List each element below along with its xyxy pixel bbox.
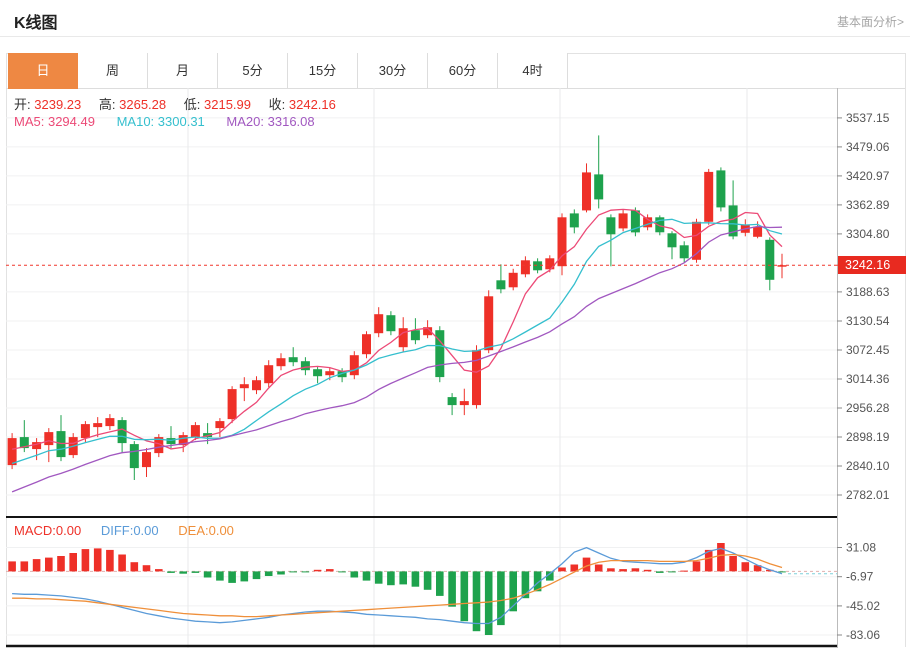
svg-text:-6.97: -6.97 xyxy=(846,570,874,584)
svg-text:3072.45: 3072.45 xyxy=(846,343,890,357)
page-title: K线图 xyxy=(14,15,58,32)
svg-text:31.08: 31.08 xyxy=(846,541,876,555)
svg-text:3130.54: 3130.54 xyxy=(846,314,890,328)
header-divider xyxy=(0,36,910,37)
close-label: 收: xyxy=(268,97,286,112)
ma20-legend: MA20: 3316.08 xyxy=(226,114,315,129)
svg-text:2956.28: 2956.28 xyxy=(846,401,890,415)
tab-60min[interactable]: 60分 xyxy=(428,53,498,88)
tab-month[interactable]: 月 xyxy=(148,53,218,88)
svg-text:2840.10: 2840.10 xyxy=(846,459,890,473)
svg-text:-83.06: -83.06 xyxy=(846,628,880,642)
tab-5min[interactable]: 5分 xyxy=(218,53,288,88)
diff-value: DIFF:0.00 xyxy=(100,523,159,538)
svg-text:3479.06: 3479.06 xyxy=(846,140,890,154)
price-chart-canvas[interactable]: 3537.15 3479.06 3420.97 3362.89 3304.80 3188.… xyxy=(6,88,906,518)
dea-value: DEA:0.00 xyxy=(178,523,234,538)
tab-day[interactable]: 日 xyxy=(8,53,78,89)
ma5-legend: MA5: 3294.49 xyxy=(14,114,95,129)
svg-text:-45.02: -45.02 xyxy=(846,599,880,613)
svg-text:2898.19: 2898.19 xyxy=(846,430,890,444)
ma-legend: MA5: 3294.49 MA10: 3300.31 MA20: 3316.08 xyxy=(14,114,315,129)
ohlc-legend: 开: 3239.23 高: 3265.28 低: 3215.99 收: 3242… xyxy=(14,94,350,113)
macd-legend: MACD:0.00 DIFF:0.00 DEA:0.00 xyxy=(14,523,234,538)
ma10-legend: MA10: 3300.31 xyxy=(116,114,205,129)
macd-chart-canvas[interactable]: 31.08 -6.97 -45.02 -83.06 xyxy=(6,518,906,648)
open-value: 3239.23 xyxy=(34,97,82,112)
high-label: 高: xyxy=(98,97,116,112)
svg-text:3304.80: 3304.80 xyxy=(846,227,890,241)
svg-text:3420.97: 3420.97 xyxy=(846,169,890,183)
macd-value: MACD:0.00 xyxy=(14,523,82,538)
svg-text:3188.63: 3188.63 xyxy=(846,285,890,299)
low-value: 3215.99 xyxy=(204,97,251,112)
svg-text:3014.36: 3014.36 xyxy=(846,372,890,386)
tab-15min[interactable]: 15分 xyxy=(288,53,358,88)
tab-30min[interactable]: 30分 xyxy=(358,53,428,88)
fundamental-analysis-link[interactable]: 基本面分析> xyxy=(836,15,904,29)
svg-text:3537.15: 3537.15 xyxy=(846,111,890,125)
svg-text:2782.01: 2782.01 xyxy=(846,488,890,502)
chart-top-border xyxy=(6,88,905,89)
low-label: 低: xyxy=(183,97,201,112)
interval-tabbar: 日 周 月 5分 15分 30分 60分 4时 xyxy=(8,53,568,89)
current-price-badge: 3242.16 xyxy=(838,256,906,274)
high-value: 3265.28 xyxy=(119,97,167,112)
tab-week[interactable]: 周 xyxy=(78,53,148,88)
svg-text:3362.89: 3362.89 xyxy=(846,198,890,212)
open-label: 开: xyxy=(14,97,31,112)
close-value: 3242.16 xyxy=(288,97,336,112)
widget-border xyxy=(905,53,906,647)
tab-4hour[interactable]: 4时 xyxy=(498,53,568,88)
